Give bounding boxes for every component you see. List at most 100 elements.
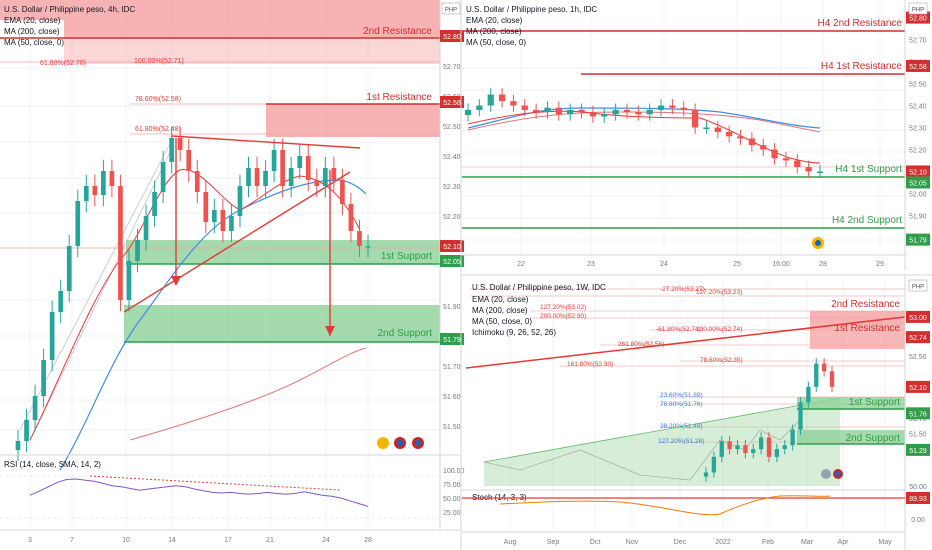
- candle-body: [237, 186, 243, 216]
- candle-body: [220, 210, 226, 231]
- candle-body: [75, 201, 81, 246]
- chart-title-1w: U.S. Dollar / Philippine peso, 1W, IDC: [472, 283, 606, 292]
- candle-body: [186, 150, 192, 171]
- event-flag-icon: [812, 237, 824, 249]
- time-tick: Aug: [504, 539, 517, 546]
- time-tick: May: [878, 539, 892, 546]
- time-tick: 28: [819, 261, 827, 268]
- currency-badge-1h: [908, 2, 928, 15]
- price-tags-1h: 52.80 52.58 52.10 52.05 51.79: [906, 11, 930, 246]
- candle-body: [589, 112, 597, 117]
- time-tick: 3: [28, 537, 32, 544]
- price-tag-label: 51.29: [909, 448, 927, 455]
- candle-body: [814, 363, 819, 387]
- fib-label: 127.20%(51.28): [658, 438, 704, 445]
- price-tag-label: 52.74: [909, 335, 927, 342]
- candle-body: [476, 105, 483, 110]
- candle-body: [703, 127, 710, 129]
- rsi-axis: 100.00 75.00 50.00 25.00: [443, 468, 465, 517]
- price-tag-label: 52.10: [909, 169, 927, 176]
- indicator-ema20-4h: EMA (20, close): [4, 16, 61, 25]
- label-1st-support-1w: 1st Support: [849, 397, 900, 408]
- price-tag-label: 52.58: [443, 100, 461, 107]
- fib-label: 61.80%(52.70): [40, 60, 86, 67]
- price-tag: [906, 233, 930, 246]
- candle-body: [365, 246, 371, 248]
- price-tick: 52.40: [909, 104, 927, 111]
- time-tick: 21: [266, 537, 274, 544]
- price-tag: [906, 443, 930, 456]
- price-tag-label: 53.00: [909, 315, 927, 322]
- time-tick: Oct: [590, 539, 601, 546]
- price-tag-label: 52.80: [909, 16, 927, 23]
- candle-body: [737, 136, 744, 139]
- candle-body: [760, 145, 767, 150]
- label-h4-1st-support: H4 1st Support: [835, 164, 902, 175]
- currency-label-4h: PHP: [445, 8, 457, 14]
- candle-body: [169, 138, 175, 162]
- candle-body: [143, 216, 149, 240]
- candle-body: [782, 445, 787, 450]
- candle-body: [748, 138, 755, 146]
- candle-body: [66, 246, 72, 291]
- candle-body: [152, 192, 157, 216]
- label-h4-1st-resistance: H4 1st Resistance: [821, 61, 903, 72]
- label-h4-2nd-support: H4 2nd Support: [832, 215, 902, 226]
- candle-body: [612, 109, 619, 115]
- currency-label-1w: PHP: [912, 285, 924, 291]
- price-tick: 51.70: [909, 416, 927, 423]
- candle-body: [101, 171, 106, 195]
- chart-title-1h: U.S. Dollar / Philippine peso, 1h, IDC: [466, 5, 597, 14]
- fib-label: -61.80%(52.74): [656, 326, 701, 333]
- price-tag-label: 52.80: [443, 34, 461, 41]
- candles-1w: [703, 358, 835, 482]
- label-2nd-resistance-1w: 2nd Resistance: [831, 299, 900, 310]
- rsi-line: [29, 478, 369, 507]
- candle-body: [646, 109, 653, 115]
- price-tick: 52.70: [443, 64, 461, 71]
- price-tick: 51.90: [443, 304, 461, 311]
- price-tick: 52.50: [909, 82, 927, 89]
- fib-label: 161.80%(52.30): [567, 361, 613, 368]
- label-2nd-support-4h: 2nd Support: [378, 328, 433, 339]
- event-flags-icon: [377, 437, 424, 449]
- candle-body: [194, 171, 200, 192]
- candle-body: [623, 109, 631, 113]
- candle-body: [109, 171, 115, 186]
- candle-body: [15, 441, 21, 450]
- candle-body: [657, 105, 665, 110]
- candle-body: [782, 158, 790, 161]
- price-tick: 51.60: [443, 394, 461, 401]
- candle-body: [24, 420, 29, 441]
- price-tag-label: 52.10: [909, 385, 927, 392]
- price-tag: [440, 333, 464, 345]
- indicator-ema20-1h: EMA (20, close): [466, 16, 523, 25]
- candle-body: [555, 107, 562, 115]
- currency-label-1h: PHP: [912, 8, 924, 14]
- time-tick: 16:00: [772, 261, 790, 268]
- rsi-tick: 75.00: [443, 482, 461, 489]
- stoch-tick: 0.00: [911, 517, 925, 524]
- time-tick: 24: [660, 261, 668, 268]
- candle-body: [177, 138, 183, 150]
- zone-2nd-support: [124, 305, 440, 342]
- price-tag: [440, 30, 464, 42]
- price-tag-label: 52.05: [909, 180, 927, 187]
- time-axis-4h: 3 7 10 14 17 21 24 28: [28, 537, 372, 544]
- price-tick: 52.00: [909, 191, 927, 198]
- candle-body: [726, 131, 733, 137]
- candle-body: [790, 429, 795, 446]
- price-tag: [906, 176, 930, 189]
- zone-1st-resistance: [266, 104, 440, 137]
- ma200-line: [467, 111, 821, 133]
- price-tag: [906, 331, 930, 344]
- currency-badge-1w: [908, 279, 928, 292]
- time-tick: 24: [322, 537, 330, 544]
- fib-label: 23.60%(51.89): [660, 392, 703, 399]
- candle-body: [727, 441, 732, 450]
- fib-label: -27.20%(53.27): [660, 286, 705, 293]
- price-tags-1w: 53.00 52.74 52.10 51.76 51.29: [906, 310, 930, 456]
- currency-badge-4h: [441, 2, 461, 15]
- price-tag: [906, 165, 930, 178]
- candle-body: [288, 168, 294, 186]
